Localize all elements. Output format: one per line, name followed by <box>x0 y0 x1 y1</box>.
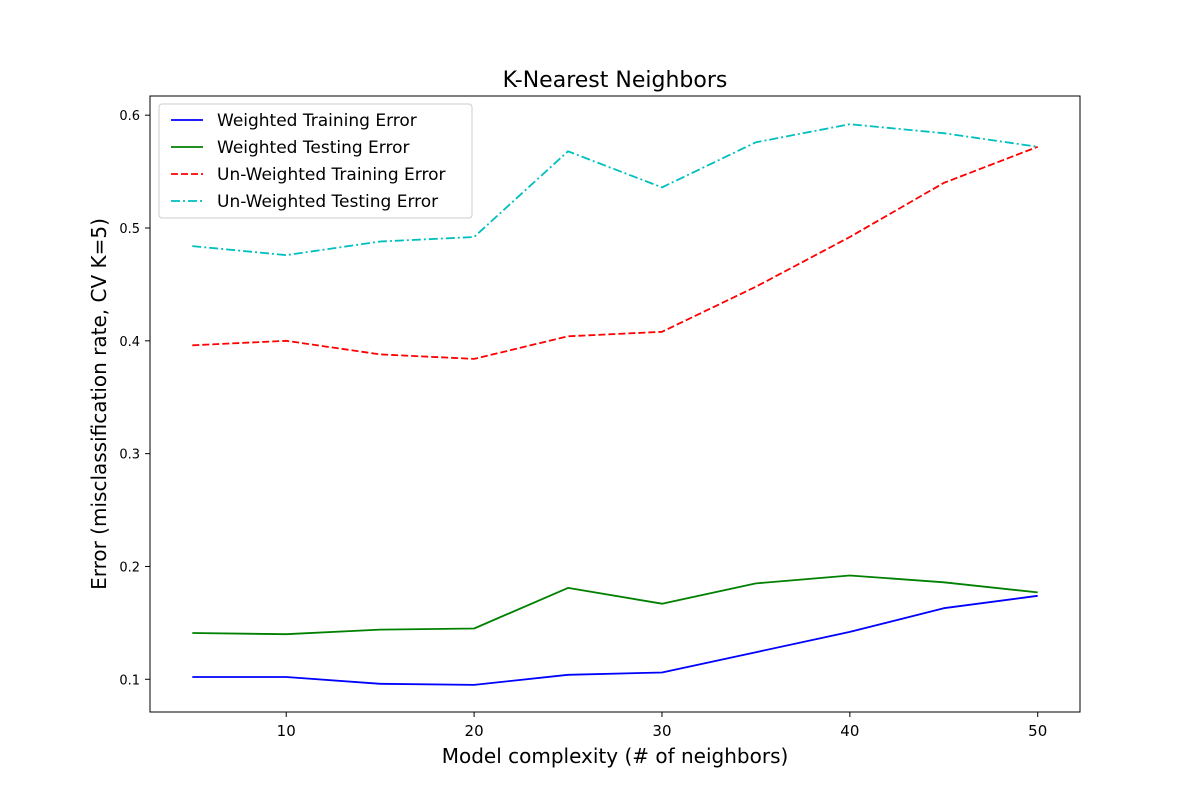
x-tick-label: 50 <box>1028 722 1047 740</box>
legend: Weighted Training Error Weighted Testing … <box>158 103 473 219</box>
legend-label: Un-Weighted Testing Error <box>217 192 438 212</box>
y-tick-label: 0.6 <box>119 109 140 124</box>
legend-label: Weighted Testing Error <box>217 138 410 158</box>
x-axis: 10 20 30 40 50 <box>277 712 1047 740</box>
series-line-3 <box>192 145 1039 360</box>
series-layer <box>192 123 1039 686</box>
series-line-2 <box>192 574 1038 636</box>
plot-frame <box>149 95 1081 713</box>
x-tick-label: 30 <box>652 722 671 740</box>
y-axis-label: Error (misclassification rate, CV K=5) <box>87 218 111 590</box>
series-line-1 <box>192 594 1038 686</box>
y-tick-label: 0.2 <box>119 560 140 575</box>
legend-label: Un-Weighted Training Error <box>217 165 445 185</box>
legend-label: Weighted Training Error <box>217 111 417 131</box>
legend-box <box>158 103 473 219</box>
y-tick-label: 0.5 <box>119 222 140 237</box>
y-tick-label: 0.3 <box>119 448 140 463</box>
y-tick-label: 0.1 <box>119 673 140 688</box>
chart-title: K-Nearest Neighbors <box>503 68 728 93</box>
plot-area <box>149 95 1081 713</box>
x-axis-label: Model complexity (# of neighbors) <box>442 744 789 768</box>
series-line-4 <box>192 123 1038 257</box>
y-axis: 0.1 0.2 0.3 0.4 0.5 0.6 <box>119 109 150 688</box>
y-tick-label: 0.4 <box>119 335 140 350</box>
x-tick-label: 10 <box>277 722 296 740</box>
x-tick-label: 20 <box>465 722 484 740</box>
x-tick-label: 40 <box>840 722 859 740</box>
